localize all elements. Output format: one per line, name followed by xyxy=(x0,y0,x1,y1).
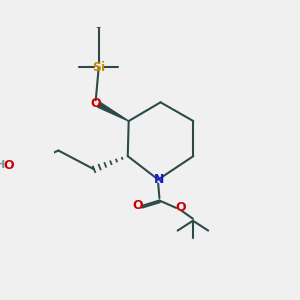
Text: N: N xyxy=(154,173,165,186)
Text: O: O xyxy=(3,159,14,172)
Polygon shape xyxy=(98,102,129,121)
Text: Si: Si xyxy=(92,61,105,74)
Text: O: O xyxy=(91,97,101,110)
Text: O: O xyxy=(132,200,142,212)
Text: H: H xyxy=(0,160,5,170)
Text: O: O xyxy=(175,201,186,214)
